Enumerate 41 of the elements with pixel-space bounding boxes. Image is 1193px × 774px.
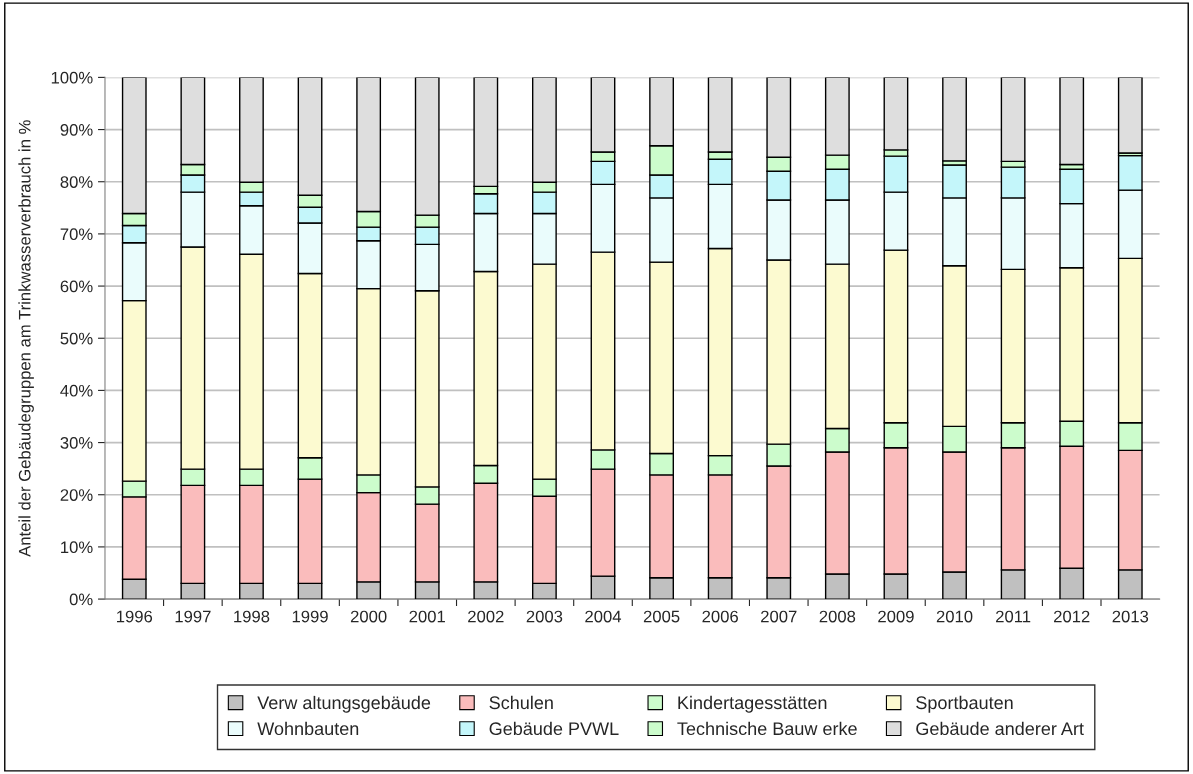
legend-label: Technische Bauw erke <box>677 721 857 736</box>
bar <box>942 77 967 162</box>
y-tick-label: 20% <box>60 489 93 501</box>
x-tick-label: 1996 <box>117 610 153 623</box>
y-tick-label: 0% <box>69 593 93 606</box>
legend-label: Gebäude PVWL <box>489 721 619 736</box>
y-tick-label: 100% <box>51 71 93 84</box>
bar <box>1117 77 1143 154</box>
x-tick-label: 2007 <box>761 610 797 623</box>
y-tick-label: 50% <box>60 332 93 345</box>
x-tick-label: 2004 <box>585 610 622 623</box>
x-tick-label: 2008 <box>819 610 856 623</box>
x-tick-label: 2002 <box>468 610 504 623</box>
legend-label: Sportbauten <box>916 695 1013 713</box>
x-tick-label: 2001 <box>409 610 445 623</box>
legend-label: Verw altungsgebäude <box>257 695 431 713</box>
x-tick-label: 2003 <box>526 610 563 623</box>
y-tick-label: 10% <box>61 541 93 554</box>
x-tick-label: 1998 <box>234 610 270 623</box>
y-tick-label: 60% <box>60 280 93 293</box>
legend-label: Gebäude anderer Art <box>916 721 1084 736</box>
bar <box>1059 77 1085 166</box>
x-tick-label: 2012 <box>1054 610 1090 623</box>
legend-label: Kindertagesstätten <box>678 695 827 713</box>
legend-label: Wohnbauten <box>257 721 359 736</box>
y-tick-label: 90% <box>60 123 93 136</box>
x-tick-label: 1997 <box>175 610 211 623</box>
x-tick-label: 1999 <box>292 610 328 623</box>
y-tick-label: 80% <box>60 176 93 188</box>
y-tick-label: 30% <box>60 436 93 449</box>
x-tick-label: 2010 <box>936 610 973 623</box>
x-tick-label: 2005 <box>643 610 680 623</box>
x-tick-label: 2013 <box>1112 610 1149 623</box>
x-tick-label: 2000 <box>350 610 387 623</box>
x-tick-label: 2006 <box>702 610 738 623</box>
y-tick-label: 70% <box>60 228 93 241</box>
y-axis-title: Anteil der Gebäudegruppen am Trinkwasserverbrauch in % <box>18 120 34 557</box>
y-tick-label: 40% <box>60 384 93 397</box>
legend-label: Schulen <box>489 695 553 710</box>
x-tick-label: 2011 <box>996 610 1031 623</box>
x-tick-label: 2009 <box>878 610 914 623</box>
